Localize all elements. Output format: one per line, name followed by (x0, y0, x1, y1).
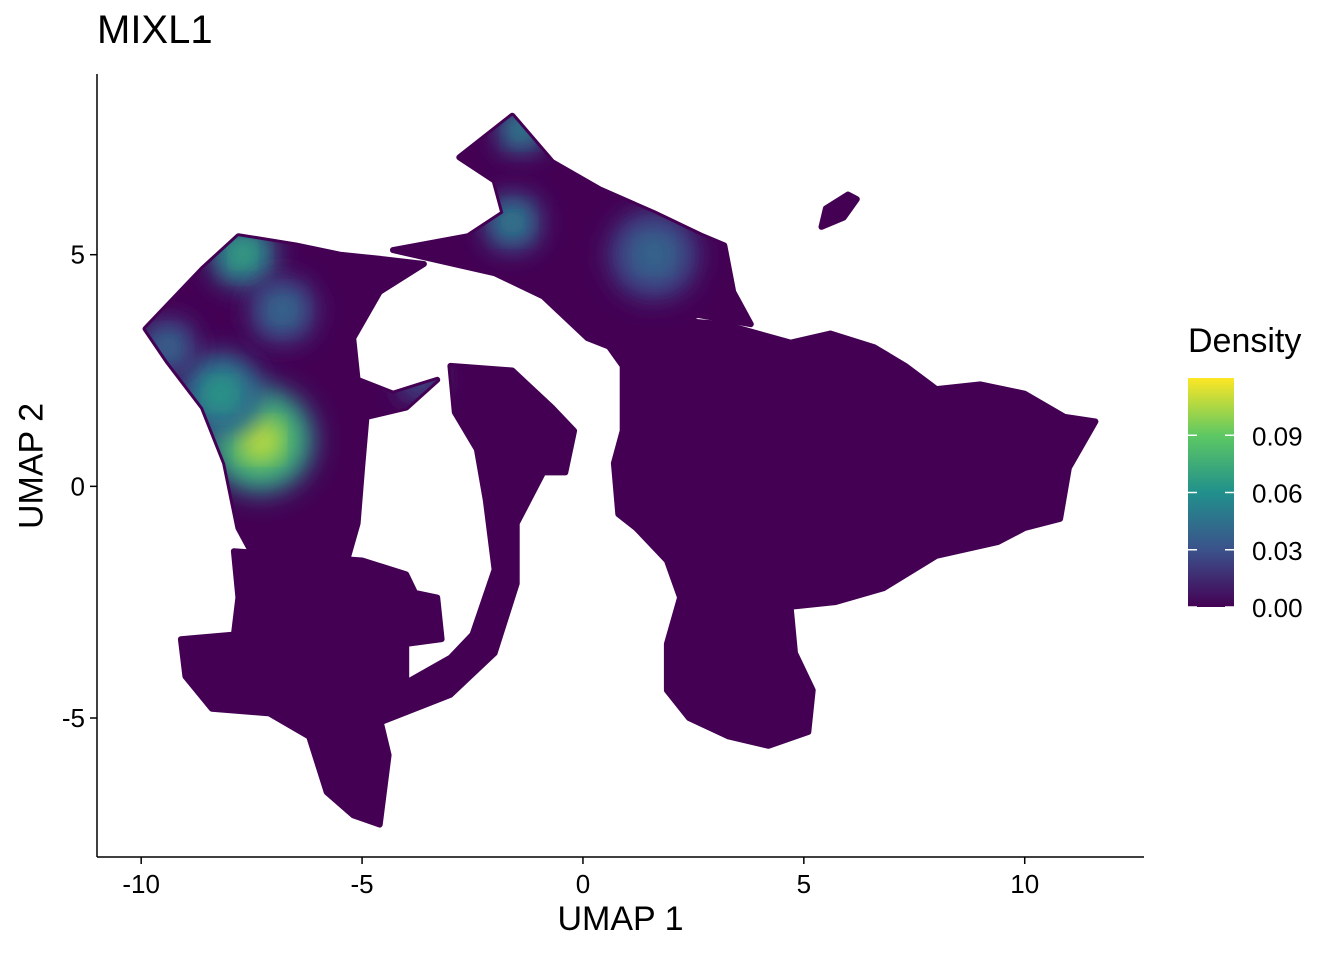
y-axis-label: UMAP 2 (12, 403, 51, 529)
legend-tick-label: 0.00 (1252, 593, 1303, 623)
hotspot-7-ring-3 (642, 243, 665, 266)
y-tick-label: -5 (62, 703, 85, 733)
x-axis-label: UMAP 1 (557, 900, 684, 938)
x-tick-label: 10 (1010, 869, 1039, 899)
x-tick-label: -5 (351, 869, 374, 899)
legend-tick-label: 0.09 (1252, 421, 1303, 451)
x-tick-label: 5 (797, 869, 811, 899)
hotspot-1-ring-3 (235, 247, 251, 263)
region-top-fan (390, 112, 754, 355)
density-legend: 0.00 0.03 0.06 0.09 (1188, 378, 1303, 623)
hotspot-6-ring-3 (505, 215, 519, 229)
legend-tick-label: 0.03 (1252, 536, 1303, 566)
hotspot-4-ring-3 (274, 302, 291, 318)
region-curved-arc (376, 362, 578, 726)
chart-title: MIXL1 (97, 8, 213, 52)
y-tick-label: 5 (71, 240, 85, 270)
region-small-cluster (818, 191, 860, 230)
y-tick-label: 0 (71, 471, 85, 501)
region-bottom-left-lobe (177, 548, 445, 828)
hotspot-3-ring-3 (161, 340, 175, 354)
region-right-region (593, 316, 1099, 749)
legend-tick-label: 0.06 (1252, 479, 1303, 509)
x-tick-label: 0 (576, 869, 590, 899)
legend-title: Density (1188, 322, 1302, 360)
axes: -10 -5 0 5 10 -5 0 5 (62, 74, 1144, 899)
hotspot-2-ring-3 (210, 383, 231, 404)
x-tick-label: -10 (122, 869, 160, 899)
hotspot-0-ring-3 (247, 426, 274, 454)
